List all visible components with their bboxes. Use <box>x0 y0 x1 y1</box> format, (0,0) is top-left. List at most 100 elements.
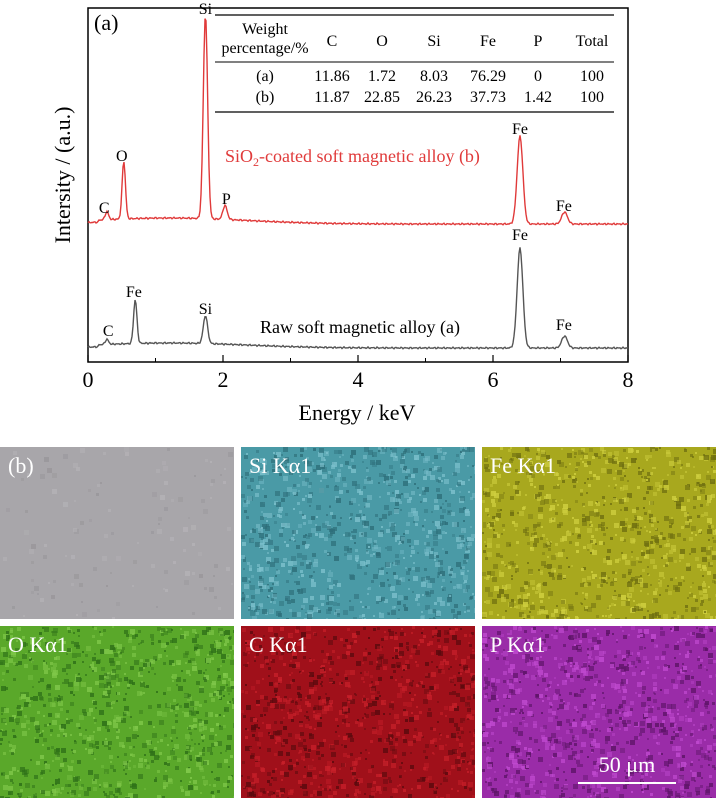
fe-map-speckle <box>537 497 541 501</box>
p-map-speckle <box>496 679 500 683</box>
fe-map-speckle <box>524 581 528 585</box>
p-map-speckle <box>554 784 559 789</box>
p-map-speckle <box>510 708 515 713</box>
fe-map-speckle <box>496 534 500 538</box>
o-map-speckle <box>104 769 109 774</box>
fe-map-speckle <box>610 614 612 616</box>
si-map-speckle <box>305 613 307 615</box>
si-map-speckle <box>244 455 248 459</box>
o-map-speckle <box>202 753 205 756</box>
p-map-speckle <box>714 750 716 752</box>
c-map-speckle <box>419 711 422 714</box>
c-map-speckle <box>369 684 372 687</box>
fe-map-speckle <box>630 579 633 582</box>
p-map-speckle <box>619 728 621 730</box>
p-map-speckle <box>645 706 650 711</box>
fe-map-speckle <box>508 562 510 564</box>
si-map-speckle <box>300 454 303 457</box>
c-map-speckle <box>346 723 350 727</box>
o-map-speckle <box>37 642 41 646</box>
si-map-speckle <box>251 601 254 604</box>
o-map-speckle <box>104 784 108 788</box>
si-map-speckle <box>319 488 324 493</box>
c-map-speckle <box>438 669 442 673</box>
c-map-speckle <box>418 732 422 736</box>
fe-map-speckle <box>555 512 558 515</box>
si-map-speckle <box>254 609 257 612</box>
fe-map-speckle <box>544 565 547 568</box>
c-map-speckle <box>306 716 309 719</box>
si-map-speckle <box>274 546 279 551</box>
p-map-speckle <box>631 626 635 630</box>
fe-map-speckle <box>484 464 489 469</box>
si-map-speckle <box>468 479 470 481</box>
c-map-speckle <box>389 741 393 745</box>
c-map-speckle <box>343 706 348 711</box>
o-map-speckle <box>52 703 56 707</box>
fe-map-speckle <box>493 529 495 531</box>
o-map-speckle <box>87 787 91 791</box>
c-map-speckle <box>370 740 373 743</box>
c-map-speckle <box>391 763 396 768</box>
p-map-speckle <box>527 662 531 666</box>
fe-map-speckle <box>630 527 634 531</box>
c-map-speckle <box>289 709 292 712</box>
p-map-speckle <box>634 736 638 740</box>
p-map-speckle <box>625 776 628 779</box>
o-map-speckle <box>124 630 128 634</box>
o-map-speckle <box>5 797 10 798</box>
p-map-speckle <box>588 665 590 667</box>
si-map-speckle <box>332 462 337 467</box>
si-map-speckle <box>340 517 342 519</box>
si-map-speckle <box>400 459 405 464</box>
si-map-speckle <box>360 601 362 603</box>
c-map-speckle <box>458 736 461 739</box>
fe-map-speckle <box>707 518 712 523</box>
sem-map-speckle <box>110 572 112 574</box>
si-map-speckle <box>441 586 443 588</box>
c-map-speckle <box>312 759 314 761</box>
o-map-speckle <box>143 663 147 667</box>
si-map-speckle <box>451 573 456 578</box>
fe-map-speckle <box>569 463 571 465</box>
c-map-speckle <box>288 765 293 770</box>
si-map-speckle <box>320 595 325 600</box>
si-map-speckle <box>470 476 472 478</box>
o-map-speckle <box>125 766 128 769</box>
sem-map-speckle <box>170 537 174 541</box>
o-map-speckle <box>104 649 109 654</box>
p-map-speckle <box>583 678 585 680</box>
o-map-speckle <box>148 721 152 725</box>
p-map-speckle <box>703 640 707 644</box>
si-map-speckle <box>302 541 306 545</box>
p-map-speckle <box>713 743 716 746</box>
fe-map-speckle <box>537 470 540 473</box>
fe-map-speckle <box>587 582 591 586</box>
p-map-speckle <box>525 674 529 678</box>
si-map-speckle <box>442 474 445 477</box>
si-map-speckle <box>426 535 429 538</box>
c-map-speckle <box>435 627 437 629</box>
sem-map-background <box>0 447 234 619</box>
c-map-speckle <box>281 794 284 797</box>
o-map-speckle <box>54 657 57 660</box>
si-map-speckle <box>456 562 461 567</box>
fe-map-speckle <box>595 543 597 545</box>
sem-map-speckle <box>47 468 52 473</box>
si-map-speckle <box>411 550 415 554</box>
c-map-speckle <box>277 730 282 735</box>
si-map-speckle <box>291 537 294 540</box>
fe-map-speckle <box>574 473 576 475</box>
o-map-speckle <box>30 759 32 761</box>
fe-map-speckle <box>549 572 554 577</box>
si-map-speckle <box>423 469 425 471</box>
sem-map-speckle <box>201 499 205 503</box>
p-map-speckle <box>486 758 488 760</box>
fe-map-speckle <box>542 583 544 585</box>
fe-map-speckle <box>540 572 543 575</box>
fe-map-speckle <box>557 504 559 506</box>
o-map-speckle <box>49 770 51 772</box>
o-map-speckle <box>8 790 13 795</box>
fe-map-speckle <box>701 514 704 517</box>
p-map-speckle <box>682 638 686 642</box>
